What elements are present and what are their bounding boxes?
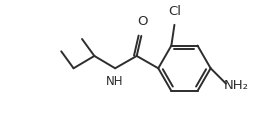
Text: NH₂: NH₂ [224,79,249,92]
Text: NH: NH [106,75,123,88]
Text: O: O [137,15,147,28]
Text: Cl: Cl [169,5,182,18]
